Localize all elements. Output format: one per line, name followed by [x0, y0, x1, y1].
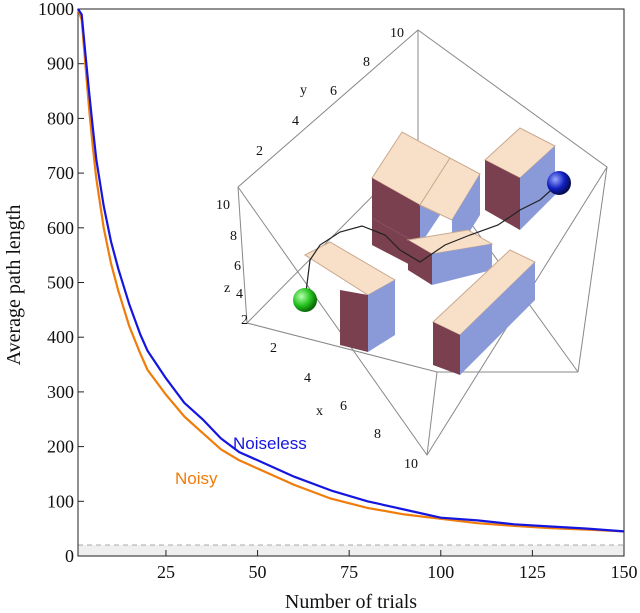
maze-wall-block: [303, 241, 397, 352]
x-tick-label: 75: [340, 562, 358, 582]
reference-band: [78, 545, 624, 556]
x-axis-title: Number of trials: [285, 591, 417, 613]
y-tick-label: 200: [47, 437, 74, 457]
series-label-noiseless: Noiseless: [233, 434, 307, 453]
maze-wall-block: [432, 249, 536, 375]
y-tick-label: 700: [47, 163, 74, 183]
inset-y-tick: 8: [363, 55, 370, 70]
inset-z-label: z: [224, 281, 230, 296]
maze-wall-block: [406, 229, 494, 285]
inset-x-tick: 10: [404, 457, 418, 472]
inset-y-tick: 4: [292, 114, 299, 129]
inset-y-tick: 2: [256, 144, 263, 159]
y-axis-title: Average path length: [3, 205, 25, 366]
y-tick-label: 800: [47, 108, 74, 128]
inset-x-label: x: [316, 404, 323, 419]
series-layer: [76, 8, 625, 533]
series-line-noisy: [76, 8, 625, 533]
inset-x-tick: 6: [340, 399, 347, 414]
maze-3d-inset: y 10 8 6 4 2 z 10 8 6 4 2 x 2 4 6 8 10: [216, 26, 608, 472]
x-tick-label: 150: [611, 562, 638, 582]
series-label-noisy: Noisy: [175, 469, 218, 488]
inset-y-label: y: [300, 83, 307, 98]
y-tick-label: 0: [65, 546, 74, 566]
inset-x-tick: 2: [270, 341, 277, 356]
x-tick-label: 50: [249, 562, 267, 582]
x-tick-label: 25: [157, 562, 175, 582]
inset-x-tick: 4: [304, 371, 311, 386]
inset-z-tick: 4: [236, 287, 243, 302]
x-axis: 25 50 75 100 125 150: [157, 550, 638, 582]
inset-y-tick: 6: [330, 84, 337, 99]
y-tick-label: 500: [47, 273, 74, 293]
robot-path: [304, 183, 559, 301]
inset-z-tick: 6: [234, 259, 241, 274]
y-tick-label: 400: [47, 327, 74, 347]
y-tick-label: 900: [47, 54, 74, 74]
y-tick-label: 600: [47, 218, 74, 238]
y-tick-label: 300: [47, 382, 74, 402]
y-tick-label: 100: [47, 491, 74, 511]
y-tick-label: 1000: [38, 0, 74, 19]
inset-x-tick: 8: [374, 427, 381, 442]
inset-z-tick: 8: [230, 229, 237, 244]
inset-z-tick: 10: [216, 198, 230, 213]
goal-marker-icon: [547, 171, 571, 195]
inset-y-tick: 10: [390, 26, 404, 41]
y-axis: 0 100 200 300 400 500 600 700 800 900 1000: [38, 0, 84, 566]
inset-z-tick: 2: [241, 313, 248, 328]
start-marker-icon: [293, 288, 317, 312]
x-tick-label: 100: [427, 562, 454, 582]
series-line-noiseless: [77, 8, 625, 533]
x-tick-label: 125: [519, 562, 546, 582]
maze-wall-block: [484, 127, 556, 230]
